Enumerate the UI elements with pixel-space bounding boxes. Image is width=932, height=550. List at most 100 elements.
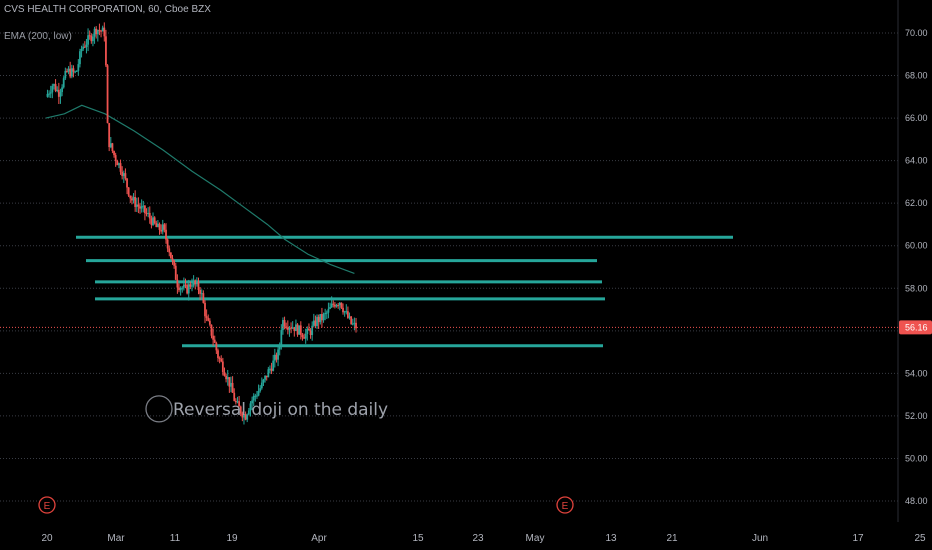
candle-body bbox=[144, 205, 146, 214]
candle bbox=[137, 197, 140, 214]
candle bbox=[204, 300, 206, 324]
candle bbox=[241, 411, 244, 422]
candle-body bbox=[46, 93, 49, 97]
candle-body bbox=[264, 375, 266, 380]
earnings-circle bbox=[38, 496, 56, 514]
candle-body bbox=[93, 28, 96, 37]
candle-body bbox=[54, 84, 57, 91]
candle bbox=[88, 30, 91, 40]
price-grid bbox=[0, 32, 898, 502]
candle-body bbox=[270, 368, 273, 371]
candle-body bbox=[304, 333, 307, 339]
candle bbox=[100, 29, 102, 38]
x-tick-label: May bbox=[526, 533, 545, 544]
candle bbox=[285, 322, 288, 330]
candle-body bbox=[303, 337, 305, 339]
candle-body bbox=[351, 323, 354, 325]
candle bbox=[317, 314, 320, 329]
candle bbox=[269, 365, 271, 374]
candle bbox=[153, 216, 156, 225]
y-tick-label: 64.00 bbox=[905, 156, 928, 166]
candle bbox=[267, 366, 270, 378]
candle-body bbox=[48, 93, 50, 95]
candle-body bbox=[298, 325, 301, 335]
candle bbox=[85, 38, 88, 54]
last-price-badge: 56.16 bbox=[899, 320, 932, 335]
candle-body bbox=[88, 35, 91, 37]
candle-body bbox=[267, 369, 270, 378]
candle-body bbox=[330, 303, 333, 308]
candle bbox=[192, 275, 195, 288]
candle-body bbox=[306, 328, 309, 334]
y-tick-label: 54.00 bbox=[905, 368, 928, 378]
candle bbox=[231, 376, 234, 393]
candle-body bbox=[139, 206, 141, 209]
candle bbox=[325, 310, 328, 319]
candle bbox=[116, 159, 119, 166]
candle bbox=[87, 28, 89, 52]
candle-body bbox=[322, 314, 325, 321]
candle-body bbox=[137, 204, 140, 207]
candle bbox=[160, 224, 163, 234]
candle-body bbox=[67, 68, 70, 72]
candle-body bbox=[311, 325, 314, 336]
candle-body bbox=[324, 312, 327, 315]
candle-body bbox=[100, 30, 102, 32]
candle-body bbox=[299, 325, 302, 335]
candle bbox=[140, 199, 143, 213]
candle-body bbox=[145, 213, 148, 215]
earnings-label: E bbox=[44, 501, 51, 512]
candle-body bbox=[178, 287, 180, 291]
candle bbox=[197, 277, 200, 295]
candle-body bbox=[87, 35, 89, 45]
candle bbox=[129, 195, 132, 203]
candle-body bbox=[75, 70, 78, 72]
candle bbox=[166, 238, 169, 253]
candle-body bbox=[51, 85, 54, 93]
candle-body bbox=[342, 307, 344, 313]
candle-body bbox=[308, 328, 310, 331]
candle-body bbox=[314, 320, 317, 326]
candle-body bbox=[233, 392, 236, 401]
earnings-marker[interactable]: E bbox=[38, 496, 56, 514]
candle-body bbox=[150, 218, 153, 225]
candle-body bbox=[246, 414, 249, 420]
candle bbox=[280, 324, 283, 350]
candle-body bbox=[90, 35, 93, 42]
candle-body bbox=[176, 279, 179, 288]
candle-body bbox=[228, 377, 231, 387]
candle-body bbox=[312, 320, 315, 326]
candle-body bbox=[321, 314, 323, 321]
candle bbox=[312, 313, 315, 328]
candle bbox=[191, 278, 193, 292]
candle-body bbox=[296, 324, 299, 335]
candle bbox=[202, 290, 205, 304]
candle-body bbox=[192, 280, 195, 286]
candle bbox=[208, 318, 211, 327]
candle-body bbox=[200, 293, 203, 295]
candle bbox=[111, 142, 114, 154]
candle bbox=[298, 325, 301, 335]
candle-body bbox=[207, 317, 210, 321]
candle-body bbox=[340, 302, 343, 308]
candle-body bbox=[218, 357, 221, 359]
candle bbox=[181, 285, 184, 293]
candle bbox=[67, 66, 70, 75]
candle bbox=[119, 159, 122, 175]
candle-body bbox=[353, 322, 356, 324]
candle bbox=[207, 314, 210, 322]
annotation-circle bbox=[145, 395, 173, 423]
candle-body bbox=[345, 311, 348, 313]
candle bbox=[332, 300, 335, 308]
candle bbox=[135, 197, 138, 212]
candle-body bbox=[247, 410, 250, 415]
candle-body bbox=[96, 30, 99, 35]
candle-body bbox=[111, 143, 114, 152]
candle-body bbox=[158, 223, 161, 230]
candle bbox=[251, 396, 253, 411]
earnings-marker[interactable]: E bbox=[556, 496, 574, 514]
candle-body bbox=[83, 46, 86, 48]
candle bbox=[108, 122, 111, 152]
candle bbox=[295, 319, 297, 332]
